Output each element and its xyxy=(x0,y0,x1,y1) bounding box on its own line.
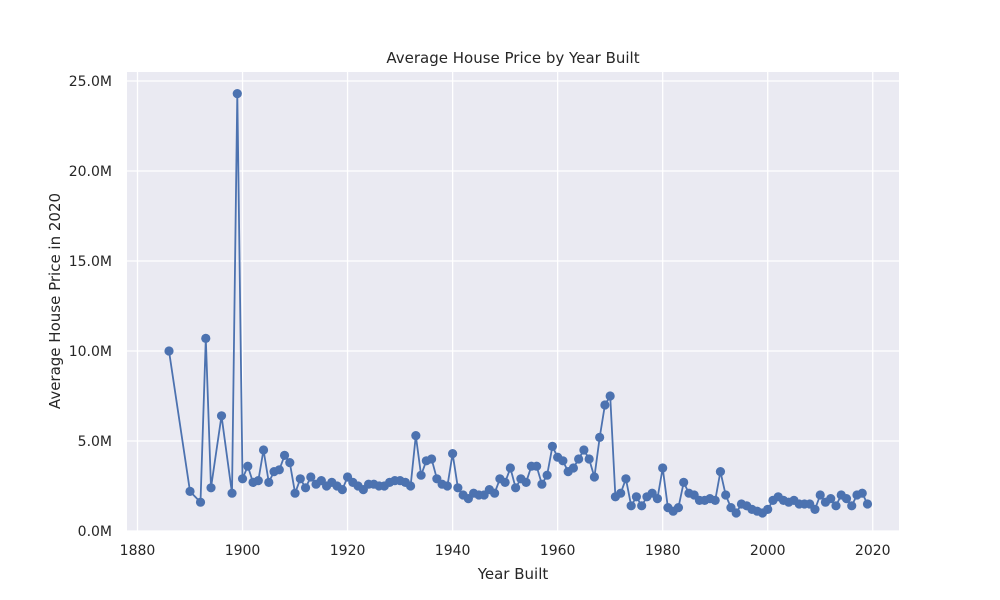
data-point xyxy=(815,490,825,500)
x-tick-label: 2020 xyxy=(855,543,891,559)
data-point xyxy=(290,488,300,498)
x-tick-label: 2000 xyxy=(750,543,786,559)
chart-title: Average House Price by Year Built xyxy=(386,49,639,67)
data-point xyxy=(285,458,295,468)
data-point xyxy=(542,470,552,480)
data-point xyxy=(521,477,531,487)
data-point xyxy=(405,481,416,491)
data-point xyxy=(216,411,227,421)
data-point xyxy=(558,456,568,466)
data-point xyxy=(453,483,463,493)
data-point xyxy=(185,486,195,496)
data-point xyxy=(164,346,174,356)
data-point xyxy=(589,472,600,482)
y-axis-label: Average House Price in 2020 xyxy=(46,193,64,409)
data-point xyxy=(584,454,594,464)
grid-lines xyxy=(127,72,899,532)
data-point xyxy=(621,474,631,484)
data-point xyxy=(232,89,242,99)
data-point xyxy=(673,503,684,513)
data-point xyxy=(537,479,547,489)
data-point xyxy=(595,432,605,442)
x-tick-label: 1980 xyxy=(645,543,681,559)
data-point xyxy=(721,490,731,500)
data-point xyxy=(201,333,211,343)
data-point xyxy=(195,497,206,507)
data-point xyxy=(574,454,584,464)
x-tick-label: 1880 xyxy=(120,543,156,559)
x-axis-label: Year Built xyxy=(477,565,549,583)
data-point xyxy=(763,504,773,514)
data-point xyxy=(505,463,515,473)
data-point xyxy=(243,461,253,471)
data-point xyxy=(511,483,521,493)
y-tick-label: 15.0M xyxy=(69,254,112,270)
data-point xyxy=(847,501,857,511)
data-point xyxy=(831,501,841,511)
data-point xyxy=(442,481,452,491)
data-point xyxy=(279,450,290,460)
data-point xyxy=(337,485,347,495)
y-tick-label: 25.0M xyxy=(69,74,112,90)
data-point xyxy=(274,465,284,475)
data-point xyxy=(206,483,216,493)
data-point xyxy=(426,454,437,464)
data-point xyxy=(710,495,720,505)
x-tick-label: 1960 xyxy=(540,543,576,559)
data-point xyxy=(300,483,311,493)
y-tick-label: 20.0M xyxy=(69,164,112,180)
data-point xyxy=(532,461,542,471)
data-point xyxy=(579,445,589,455)
data-point xyxy=(631,492,642,502)
data-point xyxy=(841,494,852,504)
data-point xyxy=(605,391,615,401)
data-point xyxy=(862,499,873,509)
data-point xyxy=(306,472,316,482)
y-tick-label: 5.0M xyxy=(78,434,112,450)
data-point xyxy=(253,476,263,486)
data-point xyxy=(652,494,663,504)
data-point xyxy=(264,477,274,487)
x-tick-label: 1920 xyxy=(330,543,366,559)
data-point xyxy=(568,463,578,473)
data-point xyxy=(237,474,248,484)
x-tick-labels: 1880 1900 1920 1940 1960 1980 2000 2020 xyxy=(120,543,891,559)
data-point xyxy=(600,400,610,410)
data-point xyxy=(258,445,269,455)
data-point xyxy=(826,494,836,504)
series-layer xyxy=(164,89,873,518)
data-point xyxy=(416,470,426,480)
data-point xyxy=(448,449,458,459)
data-point xyxy=(411,431,421,441)
data-point xyxy=(227,488,237,498)
data-point xyxy=(295,474,305,484)
data-point xyxy=(810,504,820,514)
data-point xyxy=(500,477,510,487)
y-tick-labels: 0.0M 5.0M 10.0M 15.0M 20.0M 25.0M xyxy=(69,74,112,540)
data-point xyxy=(679,477,689,487)
data-point xyxy=(547,441,557,451)
data-point xyxy=(658,463,668,473)
x-tick-label: 1940 xyxy=(435,543,471,559)
y-tick-label: 0.0M xyxy=(78,524,112,540)
data-point xyxy=(490,488,500,498)
x-tick-label: 1900 xyxy=(225,543,261,559)
data-point xyxy=(626,501,636,511)
data-point xyxy=(715,467,726,477)
data-point xyxy=(616,488,626,498)
data-point xyxy=(637,501,647,511)
data-point xyxy=(857,488,867,498)
plot-background xyxy=(127,72,899,531)
data-point xyxy=(731,508,741,518)
y-tick-label: 10.0M xyxy=(69,344,112,360)
